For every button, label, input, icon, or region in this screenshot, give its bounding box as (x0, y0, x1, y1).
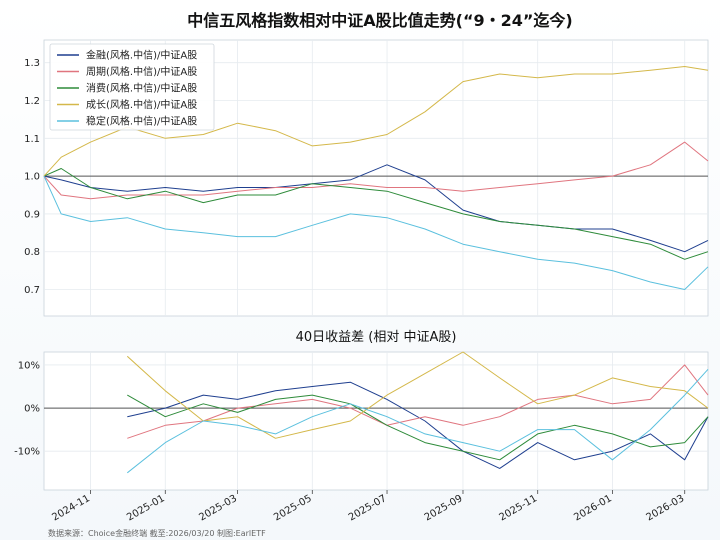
ratio-y-tick-label: 1.0 (24, 172, 40, 183)
legend-label-1: 周期(风格.中信)/中证A股 (86, 65, 197, 78)
legend-box (49, 43, 215, 131)
ratio-y-tick-label: 1.3 (24, 58, 40, 69)
spread-series-line-2 (127, 394, 709, 461)
return-spread-title: 40日收益差 (相对 中证A股) (296, 330, 457, 345)
data-source-footer: 数据来源：Choice金融终端 截至:2026/03/20 制图:EarlETF (48, 528, 266, 538)
legend-label-3: 成长(风格.中信)/中证A股 (86, 98, 197, 111)
chart-legend: 金融(风格.中信)/中证A股周期(风格.中信)/中证A股消费(风格.中信)/中证… (49, 43, 215, 131)
ratio-series-line-0 (43, 164, 709, 253)
spread-y-tick-label: 0% (24, 404, 40, 415)
return-spread-panel: 10% 0% -10% (14, 351, 709, 491)
legend-label-4: 稳定(风格.中信)/中证A股 (86, 115, 197, 128)
ratio-y-tick-label: 1.1 (24, 134, 40, 145)
spread-series-line-3 (126, 351, 709, 439)
ratio-y-tick-label: 0.7 (24, 285, 40, 296)
return-spread-plot-area (43, 351, 709, 491)
spread-y-tick-label: -10% (14, 447, 40, 458)
ratio-y-tick-label: 0.8 (24, 247, 40, 258)
spread-y-tick-label: 10% (18, 360, 40, 371)
spread-series-line-1 (127, 364, 709, 439)
ratio-series-line-4 (43, 175, 709, 290)
ratio-series-line-1 (43, 141, 709, 200)
main-chart-title: 中信五风格指数相对中证A股比值走势(“9・24”迄今) (187, 11, 572, 30)
ratio-y-tick-label: 1.2 (24, 96, 40, 107)
legend-label-0: 金融(风格.中信)/中证A股 (86, 49, 197, 62)
legend-label-2: 消费(风格.中信)/中证A股 (86, 82, 197, 95)
spread-series-line-4 (126, 368, 709, 474)
spread-series-line-0 (127, 381, 709, 469)
ratio-y-tick-label: 0.9 (24, 209, 40, 220)
ratio-series-line-2 (43, 168, 709, 260)
